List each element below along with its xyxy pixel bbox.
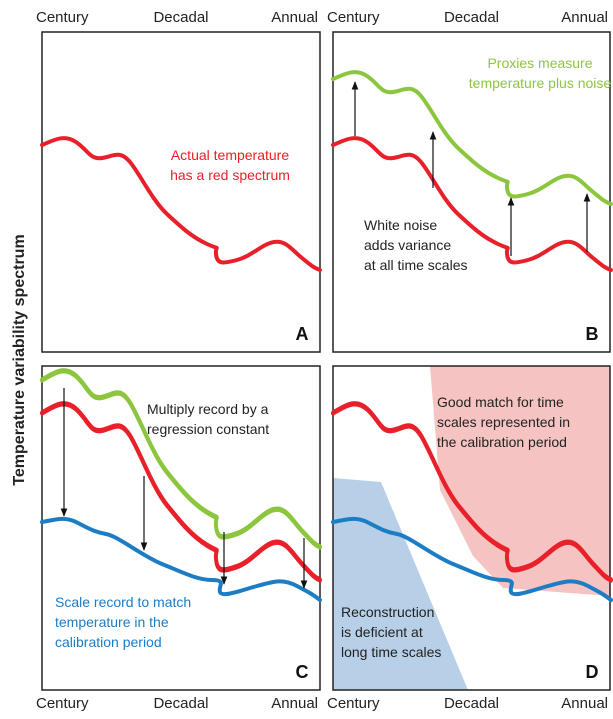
annotation: Reconstruction — [341, 604, 434, 620]
deficient-region — [333, 478, 468, 690]
good-match-region — [430, 366, 610, 596]
panel-frame — [332, 365, 611, 691]
annotation: adds variance — [364, 237, 451, 253]
annotation: the calibration period — [437, 434, 567, 450]
panel-b — [331, 31, 613, 353]
annotation: Multiply record by a — [147, 401, 269, 417]
axis-label: Annual — [271, 695, 318, 712]
annotation: Actual temperature — [171, 147, 289, 163]
axis-label: Decadal — [153, 9, 208, 26]
annotation: scales represented in — [437, 414, 570, 430]
panel-c — [40, 365, 322, 691]
axis-label: Annual — [561, 695, 608, 712]
axis-label: Century — [36, 695, 89, 712]
axis-label: Annual — [271, 9, 318, 26]
annotation: Good match for time — [437, 394, 564, 410]
annotation: has a red spectrum — [170, 167, 290, 183]
annotation: long time scales — [341, 644, 441, 660]
axis-label: Annual — [561, 9, 608, 26]
panel-label: B — [586, 324, 599, 344]
panel-label: C — [296, 662, 309, 682]
annotation: Scale record to match — [55, 594, 191, 610]
axis-label: Decadal — [444, 695, 499, 712]
annotation: White noise — [364, 217, 437, 233]
annotation: is deficient at — [341, 624, 423, 640]
annotation: at all time scales — [364, 257, 467, 273]
panel-a — [40, 31, 322, 353]
annotation: temperature plus noise — [469, 75, 612, 91]
annotation: calibration period — [55, 634, 162, 650]
annotation: temperature in the — [55, 614, 169, 630]
annotation: regression constant — [147, 421, 269, 437]
reconstruction-curve — [40, 516, 322, 602]
axis-label: Century — [36, 9, 89, 26]
proxy-curve — [331, 70, 613, 207]
panel-frame — [41, 31, 321, 353]
axis-label: Century — [327, 9, 380, 26]
panel-frame — [41, 365, 321, 691]
y-axis-label: Temperature variability spectrum — [11, 234, 28, 485]
panel-label: D — [586, 662, 599, 682]
axis-label: Century — [327, 695, 380, 712]
panel-d — [332, 365, 613, 691]
annotation: Proxies measure — [487, 55, 592, 71]
axis-label: Decadal — [153, 695, 208, 712]
panel-label: A — [296, 324, 309, 344]
axis-label: Decadal — [444, 9, 499, 26]
panel-frame — [332, 31, 611, 353]
